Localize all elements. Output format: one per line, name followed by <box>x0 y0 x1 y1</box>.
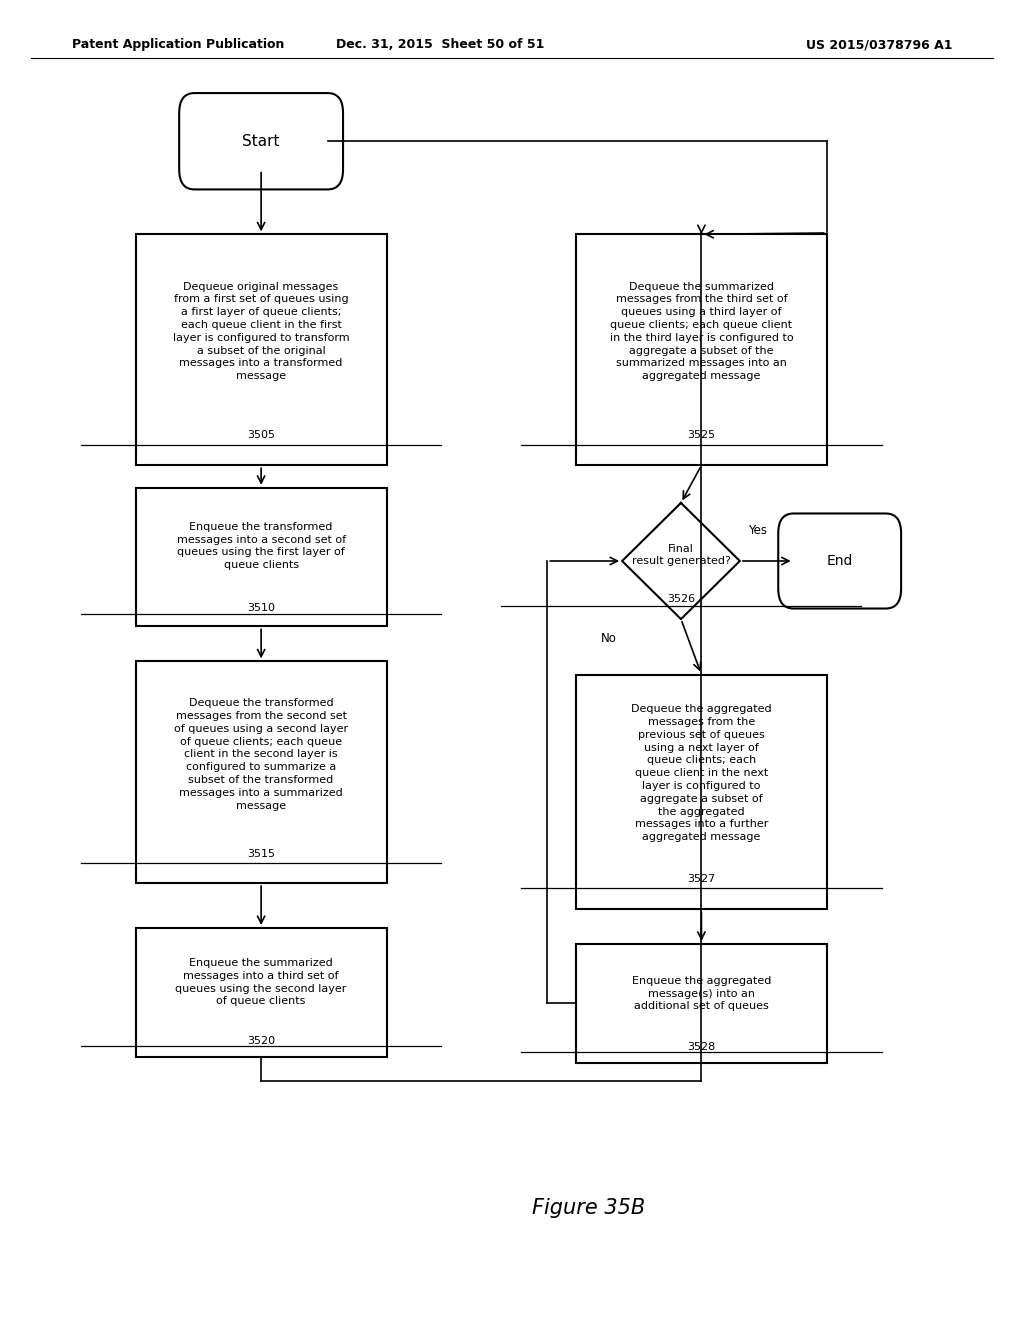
Text: Start: Start <box>243 133 280 149</box>
Bar <box>135 235 387 466</box>
FancyBboxPatch shape <box>778 513 901 609</box>
Text: Yes: Yes <box>748 524 767 537</box>
Bar <box>575 235 827 466</box>
Text: Dequeue the transformed
messages from the second set
of queues using a second la: Dequeue the transformed messages from th… <box>174 698 348 810</box>
Text: 3505: 3505 <box>247 430 275 441</box>
Text: Dec. 31, 2015  Sheet 50 of 51: Dec. 31, 2015 Sheet 50 of 51 <box>336 38 545 51</box>
Bar <box>135 661 387 883</box>
Text: Final
result generated?: Final result generated? <box>632 544 730 566</box>
Text: 3525: 3525 <box>687 430 716 441</box>
Text: 3527: 3527 <box>687 874 716 884</box>
Text: 3520: 3520 <box>247 1035 275 1045</box>
Bar <box>575 675 827 909</box>
Text: Dequeue the aggregated
messages from the
previous set of queues
using a next lay: Dequeue the aggregated messages from the… <box>631 704 772 842</box>
Text: 3528: 3528 <box>687 1043 716 1052</box>
Text: 3515: 3515 <box>247 849 275 859</box>
Text: No: No <box>601 632 616 645</box>
FancyBboxPatch shape <box>179 92 343 189</box>
Text: Patent Application Publication: Patent Application Publication <box>72 38 284 51</box>
Bar <box>135 488 387 627</box>
Text: End: End <box>826 554 853 568</box>
Text: 3510: 3510 <box>247 603 275 614</box>
Text: Dequeue the summarized
messages from the third set of
queues using a third layer: Dequeue the summarized messages from the… <box>609 281 794 381</box>
Text: US 2015/0378796 A1: US 2015/0378796 A1 <box>806 38 952 51</box>
Text: Enqueue the aggregated
message(s) into an
additional set of queues: Enqueue the aggregated message(s) into a… <box>632 975 771 1011</box>
Text: Figure 35B: Figure 35B <box>532 1197 645 1218</box>
Bar <box>575 944 827 1063</box>
Text: 3526: 3526 <box>667 594 695 603</box>
Text: Enqueue the transformed
messages into a second set of
queues using the first lay: Enqueue the transformed messages into a … <box>176 521 346 570</box>
Text: Dequeue original messages
from a first set of queues using
a first layer of queu: Dequeue original messages from a first s… <box>173 281 349 381</box>
Bar <box>135 928 387 1057</box>
Text: Enqueue the summarized
messages into a third set of
queues using the second laye: Enqueue the summarized messages into a t… <box>175 958 347 1006</box>
